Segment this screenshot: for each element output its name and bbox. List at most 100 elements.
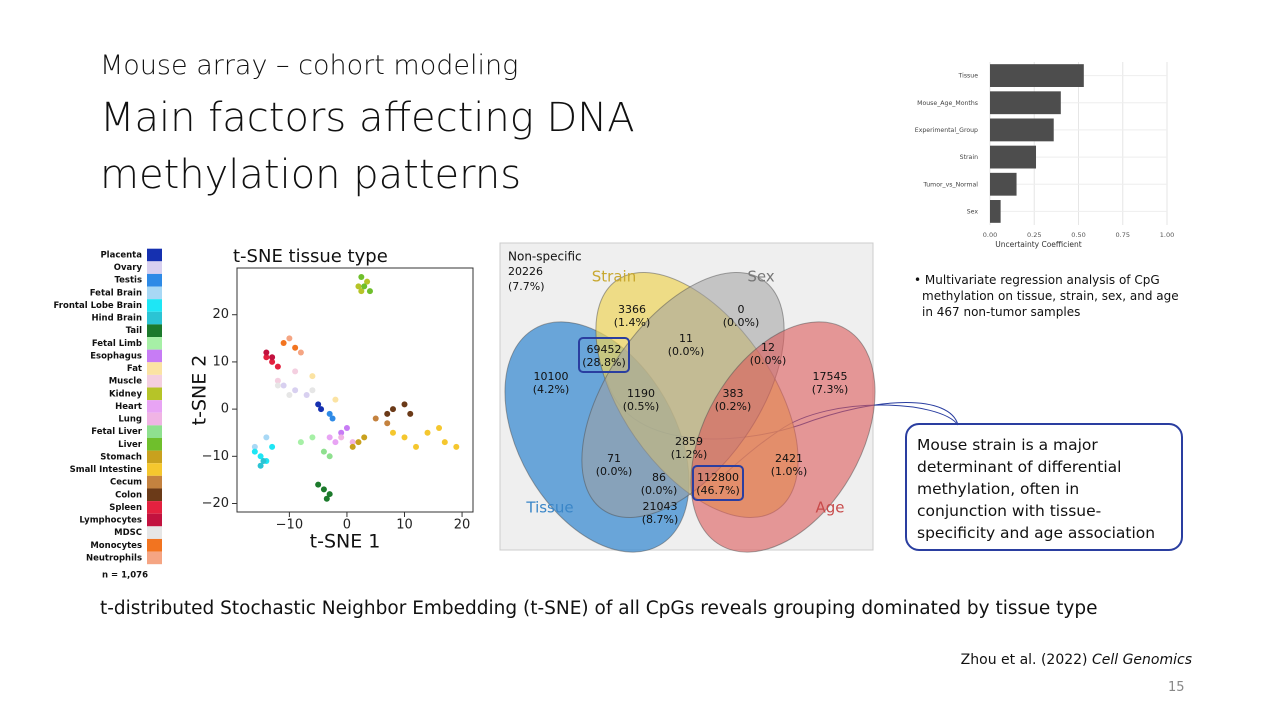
venn-set bbox=[690, 321, 876, 553]
point bbox=[349, 439, 356, 446]
legend-label: Esophagus bbox=[90, 351, 142, 361]
y-tick-label: Strain bbox=[960, 154, 978, 161]
region-count: 86 bbox=[652, 471, 666, 484]
legend-label: Fetal Limb bbox=[92, 339, 142, 349]
region-percent: (1.0%) bbox=[771, 465, 808, 478]
point bbox=[315, 481, 322, 488]
legend-swatch bbox=[147, 425, 162, 438]
point bbox=[401, 401, 408, 408]
point bbox=[303, 391, 310, 398]
venn-set-label: Strain bbox=[592, 268, 636, 286]
legend-label: Liver bbox=[118, 440, 143, 450]
point bbox=[263, 434, 270, 441]
y-tick-label: Mouse_Age_Months bbox=[917, 100, 978, 107]
region-percent: (0.5%) bbox=[623, 400, 660, 413]
point bbox=[280, 382, 287, 389]
title: Main factors affecting DNA methylation p… bbox=[100, 90, 635, 204]
region-count: 71 bbox=[607, 452, 621, 465]
point bbox=[355, 283, 362, 290]
point bbox=[263, 354, 270, 361]
legend-label: Lung bbox=[118, 415, 142, 425]
region-percent: (0.2%) bbox=[715, 400, 752, 413]
point bbox=[269, 443, 276, 450]
legend-label: Muscle bbox=[109, 377, 143, 387]
region-count: 12 bbox=[761, 341, 775, 354]
region-percent: (46.7%) bbox=[696, 484, 740, 497]
legend-swatch bbox=[147, 261, 162, 274]
point bbox=[366, 288, 373, 295]
point bbox=[407, 410, 414, 417]
point bbox=[355, 439, 362, 446]
region-count: 2859 bbox=[675, 435, 703, 448]
legend-swatch bbox=[147, 501, 162, 514]
region-percent: (0.0%) bbox=[596, 465, 633, 478]
point bbox=[413, 443, 420, 450]
region-percent: (8.7%) bbox=[642, 513, 679, 526]
legend-swatch bbox=[147, 273, 162, 287]
legend-swatch bbox=[147, 526, 162, 539]
y-tick-label: 20 bbox=[212, 307, 229, 322]
region-percent: (1.2%) bbox=[671, 448, 708, 461]
bar bbox=[990, 64, 1084, 87]
legend-swatch bbox=[147, 362, 162, 375]
legend-label: MDSC bbox=[114, 528, 142, 538]
legend-swatch bbox=[147, 400, 162, 413]
x-tick-label: 0 bbox=[343, 518, 351, 533]
point bbox=[332, 439, 339, 446]
region-count: 69452 bbox=[587, 343, 622, 356]
point bbox=[292, 368, 299, 375]
y-tick-label: −10 bbox=[202, 449, 229, 464]
legend-label: Frontal Lobe Brain bbox=[54, 301, 142, 311]
point bbox=[297, 439, 304, 446]
x-tick-label: −10 bbox=[276, 518, 303, 533]
title-line: Main factors affecting DNA bbox=[100, 95, 635, 141]
non-specific-count: 20226 bbox=[508, 265, 543, 278]
legend-label: Spleen bbox=[109, 503, 142, 513]
legend-label: Colon bbox=[115, 490, 142, 500]
title-line: methylation patterns bbox=[100, 152, 522, 198]
region-percent: (4.2%) bbox=[533, 383, 570, 396]
callout: Mouse strain is a major determinant of d… bbox=[905, 423, 1183, 551]
region-count: 10100 bbox=[534, 370, 569, 383]
point bbox=[260, 458, 267, 465]
venn-set-label: Sex bbox=[747, 268, 774, 286]
region-count: 2421 bbox=[775, 452, 803, 465]
point bbox=[361, 434, 368, 441]
point bbox=[320, 448, 327, 455]
citation: Zhou et al. (2022) Cell Genomics bbox=[961, 652, 1192, 668]
bar bbox=[990, 172, 1017, 196]
legend-swatch bbox=[147, 450, 162, 464]
point bbox=[401, 434, 408, 441]
point bbox=[309, 434, 316, 441]
legend-label: Placenta bbox=[100, 251, 142, 261]
legend-label: Tail bbox=[126, 326, 142, 336]
venn-set-label: Tissue bbox=[525, 499, 573, 517]
legend-swatch bbox=[147, 551, 162, 565]
point bbox=[257, 462, 264, 469]
bar bbox=[990, 91, 1061, 115]
region-count: 3366 bbox=[618, 303, 646, 316]
y-tick-label: Experimental_Group bbox=[915, 127, 978, 134]
caption: t-distributed Stochastic Neighbor Embedd… bbox=[100, 598, 1098, 619]
point bbox=[274, 377, 281, 384]
point bbox=[269, 358, 276, 365]
point bbox=[343, 424, 350, 431]
legend-swatch bbox=[147, 311, 162, 325]
point bbox=[274, 363, 281, 370]
y-tick-label: Sex bbox=[967, 208, 979, 215]
point bbox=[384, 410, 391, 417]
region-percent: (7.3%) bbox=[812, 383, 849, 396]
x-axis-label: t-SNE 1 bbox=[310, 531, 381, 553]
point bbox=[251, 448, 258, 455]
bar bbox=[990, 200, 1001, 223]
point bbox=[349, 443, 356, 450]
point bbox=[323, 495, 330, 502]
region-percent: (0.0%) bbox=[723, 316, 760, 329]
legend-label: Small Intestine bbox=[70, 465, 143, 475]
region-count: 0 bbox=[738, 303, 745, 316]
region-percent: (1.4%) bbox=[614, 316, 651, 329]
legend-swatch bbox=[147, 337, 162, 350]
point bbox=[358, 273, 365, 280]
point bbox=[384, 420, 391, 427]
bar bbox=[990, 118, 1054, 142]
